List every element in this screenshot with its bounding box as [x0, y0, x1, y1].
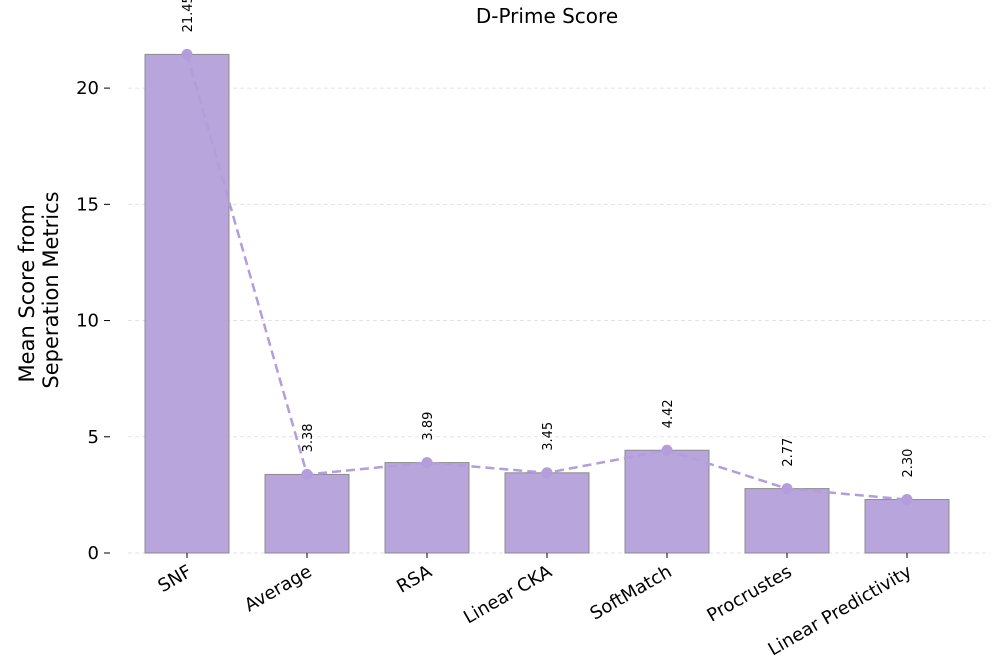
x-axis-ticks: SNF Average RSA Linear CKA SoftMatch Procrust… [154, 553, 916, 660]
trend-line-group [181, 48, 913, 506]
bar-linear-cka [504, 472, 590, 554]
chart-title: D-Prime Score [476, 4, 618, 28]
x-tick-label: SNF [154, 561, 195, 597]
y-tick-label: 5 [88, 427, 99, 448]
data-label: 21.45 [181, 0, 196, 32]
trend-point [421, 457, 433, 469]
x-tick-label: SoftMatch [587, 561, 676, 624]
trend-point [301, 468, 313, 480]
trend-point [181, 48, 193, 60]
data-label: 2.30 [901, 449, 916, 478]
data-label: 3.38 [301, 423, 316, 452]
x-tick-label: RSA [393, 561, 436, 598]
y-tick-label: 0 [88, 543, 99, 564]
data-label: 2.77 [781, 438, 796, 467]
y-tick-label: 15 [76, 194, 99, 215]
y-axis-label-line-1: Mean Score from [15, 204, 39, 382]
bar-softmatch [624, 449, 710, 554]
y-axis-label-line-2: Seperation Metrics [39, 191, 63, 388]
x-tick-label: Procrustes [703, 561, 795, 626]
data-label: 3.45 [541, 422, 556, 451]
bar-rsa [384, 462, 470, 554]
x-tick-label: Average [241, 561, 316, 616]
trend-point [661, 444, 673, 456]
data-labels: 21.45 3.38 3.89 3.45 4.42 2.77 2.30 [181, 0, 916, 478]
bar-snf [144, 53, 230, 554]
trend-point [901, 494, 913, 506]
y-axis-label: Mean Score from Seperation Metrics [15, 191, 63, 388]
bar-linear-predictivity [864, 499, 950, 554]
y-tick-label: 10 [76, 311, 99, 332]
x-tick-label: Linear CKA [460, 561, 556, 629]
y-axis-ticks: 0 5 10 15 20 [76, 78, 110, 564]
trend-point [541, 467, 553, 479]
data-label: 3.89 [421, 412, 436, 441]
data-label: 4.42 [661, 399, 676, 428]
bar-average [264, 473, 350, 554]
bar-procrustes [744, 488, 830, 554]
y-tick-label: 20 [76, 78, 99, 99]
trend-point [781, 483, 793, 495]
